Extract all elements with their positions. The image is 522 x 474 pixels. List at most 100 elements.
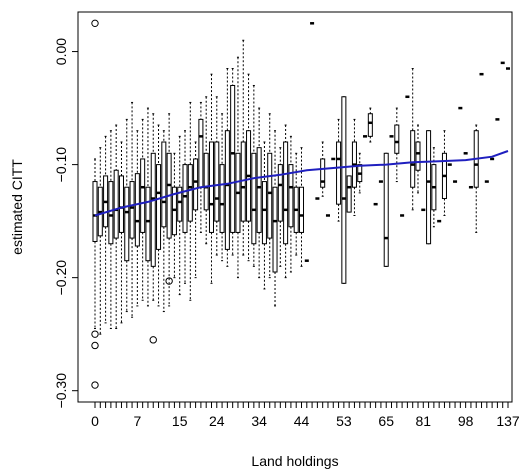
box-10 (145, 107, 151, 307)
box-18 (187, 101, 193, 301)
box-22 (208, 73, 214, 284)
box-body (219, 164, 225, 233)
outliers-layer (91, 19, 173, 389)
box-body (277, 164, 283, 222)
box-body (267, 152, 273, 239)
box-body (415, 141, 421, 171)
box-14 (166, 113, 172, 307)
x-axis-title: Land holdings (251, 453, 338, 469)
box-body (341, 96, 347, 284)
y-axis-title: estimated CITT (9, 159, 25, 255)
box-body (182, 164, 188, 233)
x-tick-label-10: 137 (496, 413, 520, 429)
box-60 (410, 68, 416, 211)
outlier-0 (91, 19, 99, 28)
box-28 (240, 39, 246, 256)
box-body (426, 130, 432, 245)
x-axis: 0 7 15 24 34 44 53 65 81 98 137 (91, 402, 520, 429)
box-body (203, 152, 209, 211)
boxes-layer (92, 22, 511, 335)
box-64 (431, 147, 437, 228)
box-body (367, 113, 373, 137)
box-body (124, 186, 130, 262)
box-body (129, 181, 135, 239)
box-1 (97, 147, 103, 335)
box-49 (351, 118, 357, 216)
box-body (298, 186, 305, 233)
x-tick-label-1: 7 (133, 413, 141, 429)
box-43 (320, 141, 326, 197)
x-tick-label-9: 98 (458, 413, 474, 429)
box-34 (272, 130, 278, 307)
box-27 (235, 56, 241, 279)
box-46 (336, 118, 342, 222)
x-tick-label-5: 44 (294, 413, 310, 429)
box-15 (171, 152, 177, 279)
box-72 (473, 124, 479, 233)
box-body (150, 152, 156, 267)
box-16 (177, 135, 183, 296)
box-37 (288, 135, 294, 273)
box-26 (230, 68, 236, 256)
y-tick-label-0: −0.30 (53, 373, 69, 409)
box-body (410, 130, 416, 188)
box-29 (246, 73, 252, 262)
box-body (394, 124, 400, 154)
box-12 (156, 124, 162, 307)
box-body (288, 164, 294, 228)
box-body (256, 147, 262, 233)
box-3 (108, 130, 114, 330)
box-5 (118, 141, 124, 324)
box-body (198, 118, 204, 188)
box-body (118, 175, 124, 233)
box-body (193, 158, 199, 211)
box-body (251, 152, 257, 245)
outlier-4 (149, 336, 157, 344)
box-9 (140, 118, 146, 301)
box-body (161, 141, 167, 228)
box-50 (357, 152, 363, 194)
box-7 (129, 101, 135, 318)
box-body (140, 158, 146, 233)
box-38 (293, 152, 299, 256)
box-body (230, 84, 236, 233)
box-66 (441, 130, 447, 216)
box-body (320, 158, 326, 188)
x-tick-label-3: 24 (209, 413, 225, 429)
box-17 (182, 130, 188, 284)
box-body (383, 152, 389, 267)
box-2 (103, 135, 109, 324)
outlier-2 (91, 341, 99, 350)
box-4 (113, 124, 119, 330)
box-8 (134, 130, 140, 307)
x-tick-label-0: 0 (91, 413, 99, 429)
box-48 (346, 175, 352, 213)
outlier-1 (91, 330, 99, 338)
box-body (187, 164, 193, 222)
box-24 (219, 113, 225, 262)
box-25 (224, 68, 230, 267)
plot-frame (77, 11, 513, 403)
box-body (272, 186, 278, 273)
box-11 (150, 113, 156, 301)
box-20 (198, 101, 204, 233)
box-63 (426, 130, 432, 245)
box-21 (203, 96, 209, 245)
box-body (92, 181, 98, 242)
box-body (214, 141, 220, 222)
y-tick-label-1: −0.20 (53, 260, 69, 296)
box-0 (92, 158, 98, 330)
box-body (224, 130, 230, 250)
outlier-5 (165, 277, 173, 285)
box-32 (261, 141, 267, 290)
box-body (156, 164, 162, 250)
box-body (108, 181, 114, 245)
x-tick-label-6: 53 (336, 413, 352, 429)
box-39 (298, 147, 305, 267)
x-tick-label-8: 81 (415, 413, 431, 429)
box-body (145, 186, 151, 262)
box-31 (256, 107, 262, 279)
outlier-3 (91, 381, 99, 389)
box-47 (341, 96, 347, 284)
y-tick-label-2: −0.10 (53, 147, 69, 183)
